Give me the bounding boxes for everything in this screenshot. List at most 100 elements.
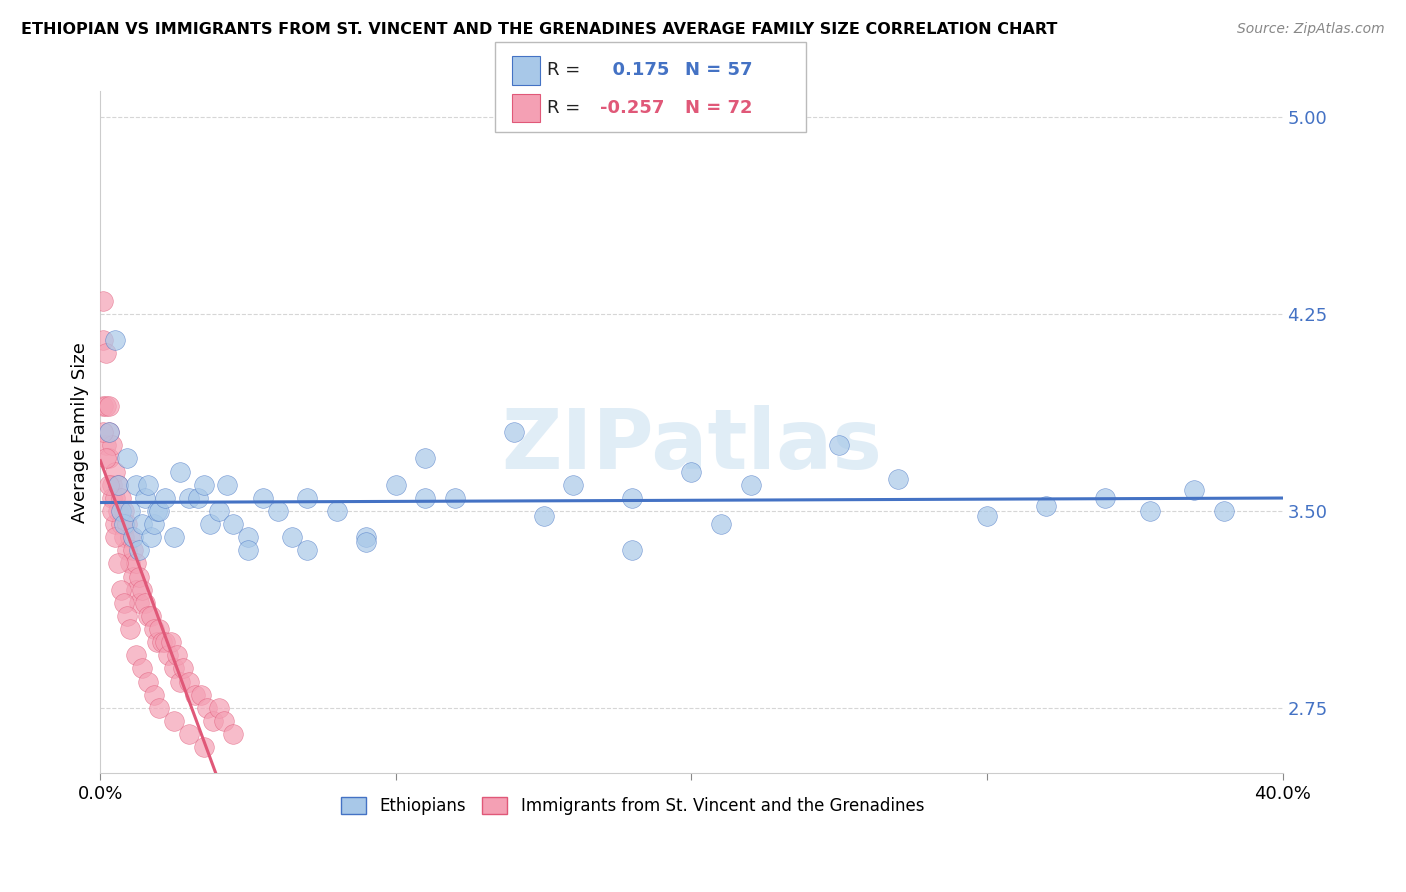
Point	[1139, 504, 1161, 518]
Point	[91, 425, 114, 439]
Point	[115, 608, 138, 623]
Point	[201, 714, 224, 728]
Point	[96, 451, 118, 466]
Point	[110, 504, 132, 518]
Point	[148, 622, 170, 636]
Point	[148, 700, 170, 714]
Point	[115, 543, 138, 558]
Point	[155, 635, 177, 649]
Point	[131, 582, 153, 597]
Text: R =: R =	[547, 99, 581, 117]
Point	[104, 491, 127, 505]
Point	[297, 491, 319, 505]
Point	[96, 438, 118, 452]
Point	[134, 596, 156, 610]
Point	[710, 516, 733, 531]
Point	[976, 509, 998, 524]
Point	[101, 477, 124, 491]
Point	[145, 504, 167, 518]
Point	[128, 569, 150, 583]
Text: N = 72: N = 72	[685, 99, 752, 117]
Point	[621, 543, 644, 558]
Point	[104, 530, 127, 544]
Point	[166, 648, 188, 663]
Point	[110, 491, 132, 505]
Point	[125, 582, 148, 597]
Point	[112, 596, 135, 610]
Point	[142, 622, 165, 636]
Point	[190, 688, 212, 702]
Point	[281, 530, 304, 544]
Point	[131, 516, 153, 531]
Point	[104, 516, 127, 531]
Point	[385, 477, 408, 491]
Point	[207, 504, 229, 518]
Point	[157, 648, 180, 663]
Point	[236, 530, 259, 544]
Point	[131, 661, 153, 675]
Point	[128, 543, 150, 558]
Point	[121, 543, 143, 558]
Point	[177, 491, 200, 505]
Point	[125, 557, 148, 571]
Point	[160, 635, 183, 649]
Point	[163, 530, 186, 544]
Point	[148, 504, 170, 518]
Point	[118, 504, 141, 518]
Point	[828, 438, 851, 452]
Point	[98, 425, 121, 439]
Point	[621, 491, 644, 505]
Point	[184, 688, 207, 702]
Point	[96, 346, 118, 360]
Point	[110, 516, 132, 531]
Point	[172, 661, 194, 675]
Point	[533, 509, 555, 524]
Point	[115, 516, 138, 531]
Point	[107, 477, 129, 491]
Point	[177, 727, 200, 741]
Point	[136, 674, 159, 689]
Point	[110, 582, 132, 597]
Point	[112, 516, 135, 531]
Point	[98, 451, 121, 466]
Point	[125, 477, 148, 491]
Text: 0.175: 0.175	[600, 62, 669, 79]
Point	[356, 530, 378, 544]
Point	[169, 674, 191, 689]
Point	[152, 635, 174, 649]
Point	[169, 465, 191, 479]
Point	[356, 535, 378, 549]
Point	[145, 635, 167, 649]
Point	[104, 465, 127, 479]
Point	[136, 608, 159, 623]
Point	[222, 516, 245, 531]
Point	[326, 504, 349, 518]
Point	[115, 451, 138, 466]
Point	[101, 438, 124, 452]
Point	[107, 477, 129, 491]
Point	[267, 504, 290, 518]
Point	[1094, 491, 1116, 505]
Point	[562, 477, 585, 491]
Point	[91, 399, 114, 413]
Point	[107, 557, 129, 571]
Point	[98, 399, 121, 413]
Point	[681, 465, 703, 479]
Legend: Ethiopians, Immigrants from St. Vincent and the Grenadines: Ethiopians, Immigrants from St. Vincent …	[332, 789, 932, 823]
Point	[118, 622, 141, 636]
Point	[207, 700, 229, 714]
Point	[134, 491, 156, 505]
Point	[236, 543, 259, 558]
Point	[198, 516, 221, 531]
Point	[163, 714, 186, 728]
Point	[415, 451, 437, 466]
Point	[1182, 483, 1205, 497]
Point	[503, 425, 526, 439]
Point	[125, 648, 148, 663]
Text: N = 57: N = 57	[685, 62, 752, 79]
Point	[444, 491, 467, 505]
Point	[142, 688, 165, 702]
Point	[214, 714, 236, 728]
Point	[91, 333, 114, 347]
Point	[121, 569, 143, 583]
